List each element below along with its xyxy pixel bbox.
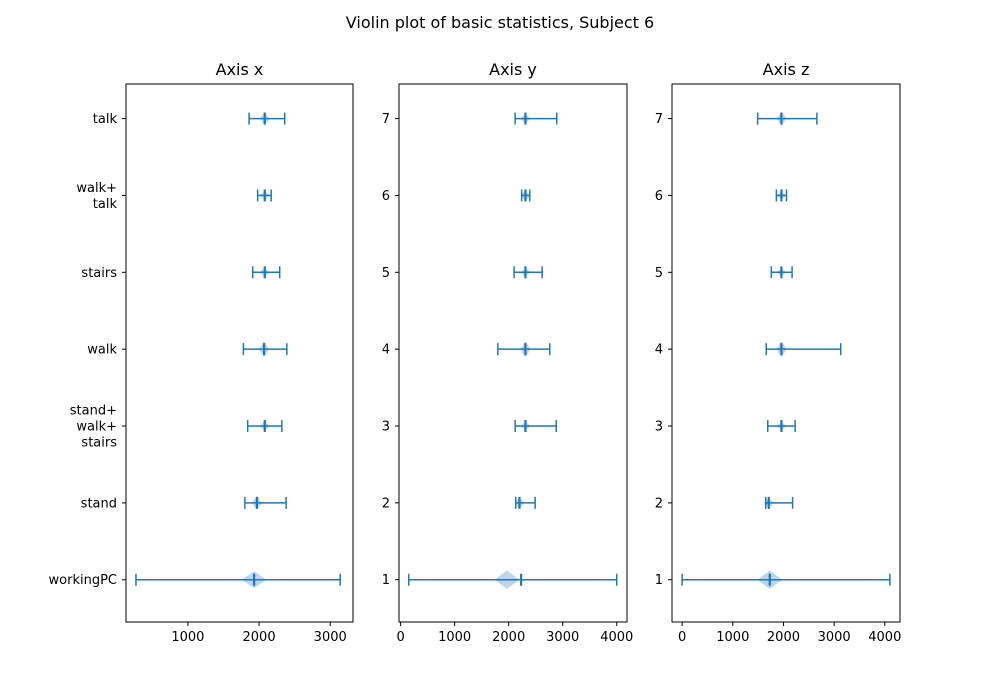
x-tick-label: 4000 — [868, 630, 901, 645]
x-tick-label: 1000 — [438, 630, 471, 645]
x-tick-label: 2000 — [492, 630, 525, 645]
y-tick-label: walk+ talk — [76, 181, 117, 212]
panel-title: Axis z — [763, 60, 810, 79]
y-tick-label-line: 7 — [655, 112, 663, 127]
x-tick-label: 1000 — [171, 630, 204, 645]
y-tick-label: walk — [87, 343, 117, 358]
y-tick-label-line: 5 — [382, 266, 390, 281]
y-tick-label-line: walk+ — [76, 420, 117, 435]
y-tick-label: stairs — [81, 266, 117, 281]
chart-panel: Axis y 1 2 3 4 5 6 7 0 1000 2000 3000 4000 — [382, 60, 634, 645]
y-tick-label: 7 — [655, 112, 663, 127]
axes-frame — [398, 83, 628, 623]
y-tick-label: 2 — [382, 496, 390, 511]
axes-frame — [671, 83, 901, 623]
y-tick-label: 6 — [655, 189, 663, 204]
y-tick-label: 3 — [382, 420, 390, 435]
x-tick-label: 3000 — [546, 630, 579, 645]
y-tick-label-line: 6 — [382, 189, 390, 204]
chart-panel: Axis z 1 2 3 4 5 6 7 0 1000 2000 3000 4000 — [655, 60, 902, 645]
y-tick-label-line: stand+ — [70, 404, 117, 419]
x-tick-label: 1000 — [716, 630, 749, 645]
y-tick-label: 3 — [655, 420, 663, 435]
y-tick-label: 4 — [382, 343, 390, 358]
y-tick-label-line: 6 — [655, 189, 663, 204]
y-tick-label-line: 7 — [382, 112, 390, 127]
y-tick-label-line: 2 — [382, 496, 390, 511]
x-tick-label: 2000 — [767, 630, 800, 645]
x-tick-label: 2000 — [243, 630, 276, 645]
y-tick-label-line: talk — [93, 112, 118, 127]
figure-title: Violin plot of basic statistics, Subject… — [346, 13, 654, 32]
y-tick-label-line: 1 — [382, 573, 390, 588]
x-tick-label: 0 — [678, 630, 686, 645]
y-tick-label-line: 4 — [655, 343, 663, 358]
y-tick-label: 5 — [655, 266, 663, 281]
y-tick-label-line: 4 — [382, 343, 390, 358]
y-tick-label: 7 — [382, 112, 390, 127]
panel-title: Axis y — [489, 60, 537, 79]
y-tick-label: workingPC — [49, 573, 117, 588]
y-tick-label-line: stand — [81, 496, 117, 511]
x-tick-label: 0 — [396, 630, 404, 645]
y-tick-label-line: workingPC — [49, 573, 117, 588]
y-tick-label-line: 5 — [655, 266, 663, 281]
y-tick-label-line: walk+ — [76, 181, 117, 196]
y-tick-label: 2 — [655, 496, 663, 511]
y-tick-label: 4 — [655, 343, 663, 358]
y-tick-label-line: talk — [93, 197, 118, 212]
axes-frame — [125, 83, 354, 623]
y-tick-label: 1 — [382, 573, 390, 588]
y-tick-label-line: 3 — [655, 420, 663, 435]
y-tick-label-line: walk — [87, 343, 117, 358]
y-tick-label-line: 1 — [655, 573, 663, 588]
panel-title: Axis x — [216, 60, 264, 79]
y-tick-label: 1 — [655, 573, 663, 588]
y-tick-label-line: 2 — [655, 496, 663, 511]
y-tick-label: talk — [93, 112, 118, 127]
x-tick-label: 3000 — [314, 630, 347, 645]
y-tick-label: 5 — [382, 266, 390, 281]
y-tick-label-line: stairs — [81, 436, 117, 451]
x-tick-label: 4000 — [600, 630, 633, 645]
y-tick-label-line: stairs — [81, 266, 117, 281]
y-tick-label: stand+ walk+ stairs — [70, 404, 117, 451]
y-tick-label: stand — [81, 496, 117, 511]
y-tick-label: 6 — [382, 189, 390, 204]
x-tick-label: 3000 — [818, 630, 851, 645]
y-tick-label-line: 3 — [382, 420, 390, 435]
